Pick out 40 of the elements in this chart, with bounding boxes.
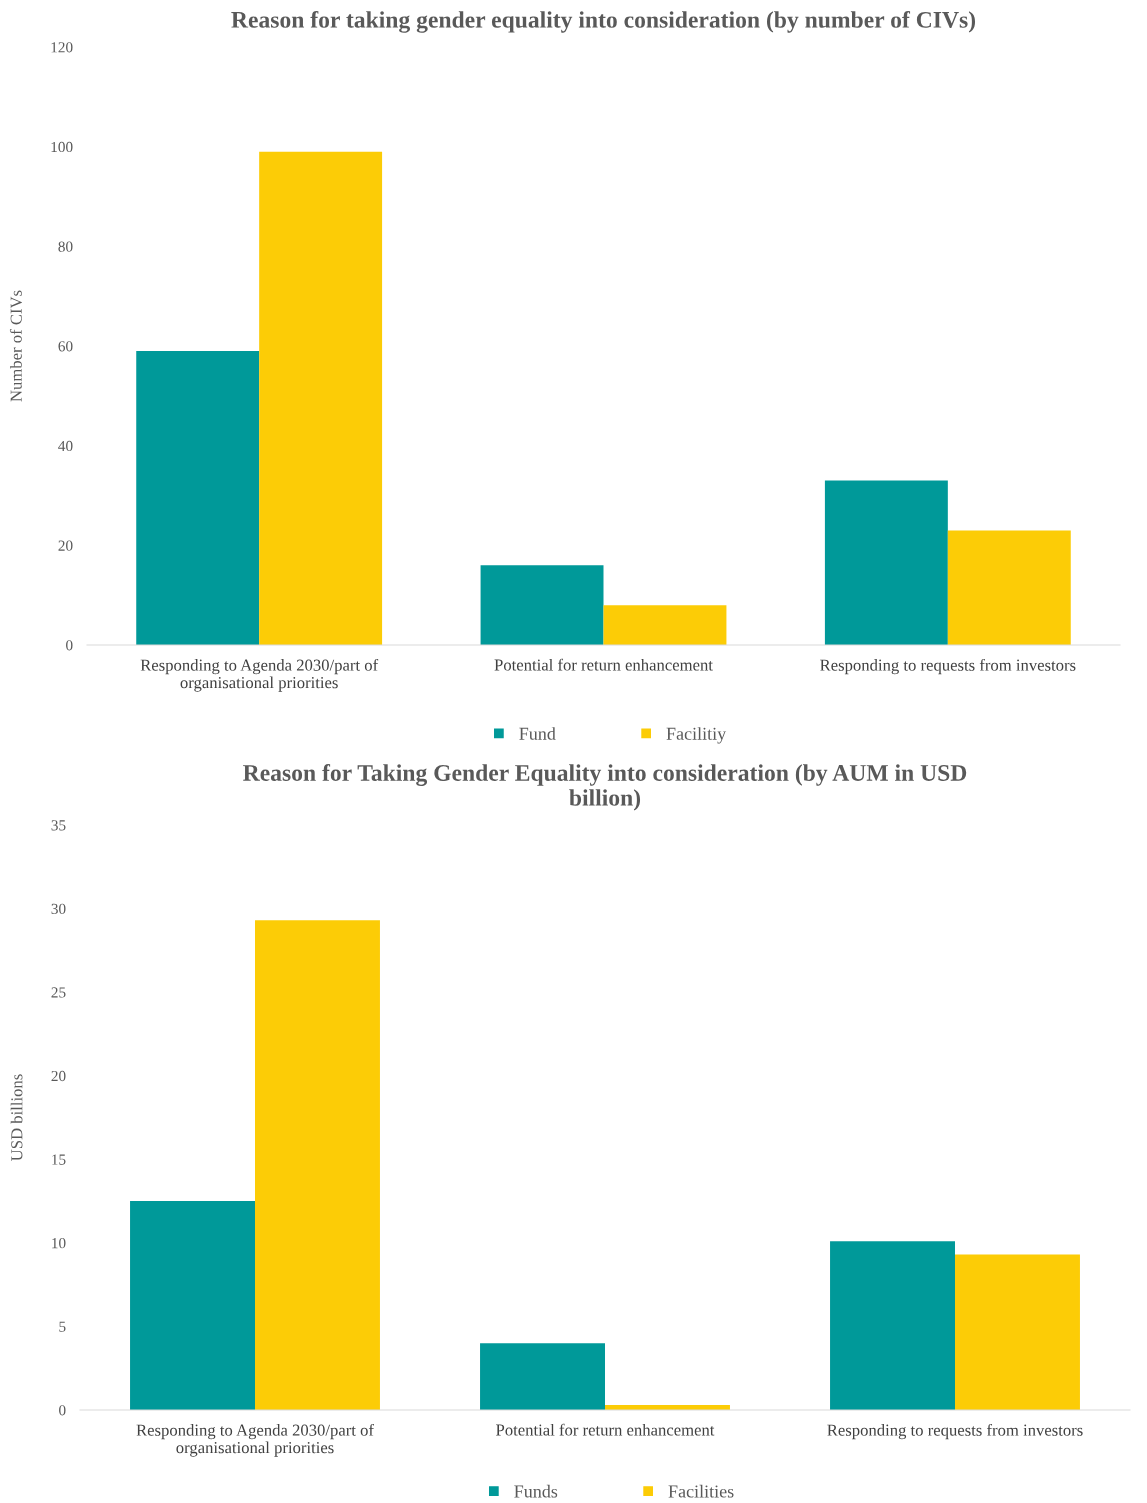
y-tick-label: 40: [58, 440, 73, 452]
y-tick-label: 35: [51, 820, 66, 831]
bar: [136, 350, 260, 645]
x-tick-label: Responding to requests from investors: [820, 658, 1076, 675]
x-tick-label: Potential for return enhancement: [494, 658, 713, 671]
bar: [824, 480, 948, 645]
y-tick-label: 20: [51, 1070, 66, 1082]
legend-label: Fund: [519, 727, 556, 740]
y-tick-label: 100: [51, 141, 73, 153]
bar: [480, 1343, 605, 1410]
bar: [947, 530, 1071, 645]
y-tick-label: 5: [59, 1321, 66, 1332]
bar: [255, 920, 380, 1410]
x-tick-label: Responding to Agenda 2030/part of organisational priorities: [140, 658, 379, 692]
y-tick-label: 60: [58, 341, 73, 352]
bar: [480, 565, 604, 645]
legend-label: Facilitiy: [666, 727, 727, 744]
bar: [830, 1241, 955, 1410]
legend-label: Funds: [514, 1484, 558, 1498]
x-tick-label: Potential for return enhancement: [496, 1423, 715, 1436]
y-tick-label: 25: [51, 987, 66, 998]
x-tick-label: Responding to requests from investors: [827, 1423, 1083, 1440]
legend-label: Facilities: [668, 1484, 734, 1498]
y-tick-label: 120: [51, 42, 73, 53]
y-tick-label: 15: [52, 1154, 66, 1165]
chart-title: Reason for taking gender equality into consideration (by number of CIVs): [231, 10, 976, 33]
bar: [130, 1201, 255, 1410]
y-axis-title: Number of CIVs: [9, 290, 22, 402]
x-tick-label: Responding to Agenda 2030/part of organisational priorities: [136, 1423, 374, 1457]
y-tick-label: 0: [59, 1405, 66, 1416]
bar: [955, 1254, 1080, 1410]
chart-title: Reason for Taking Gender Equality into consideration (by AUM in USD billion): [243, 764, 967, 811]
y-axis-title: USD billions: [10, 1074, 23, 1161]
y-tick-label: 30: [51, 903, 66, 915]
y-tick-label: 80: [58, 241, 73, 252]
y-tick-label: 0: [66, 640, 73, 651]
y-tick-label: 10: [52, 1238, 66, 1249]
bar: [603, 605, 727, 645]
bar: [259, 151, 383, 645]
y-tick-label: 20: [58, 540, 73, 551]
